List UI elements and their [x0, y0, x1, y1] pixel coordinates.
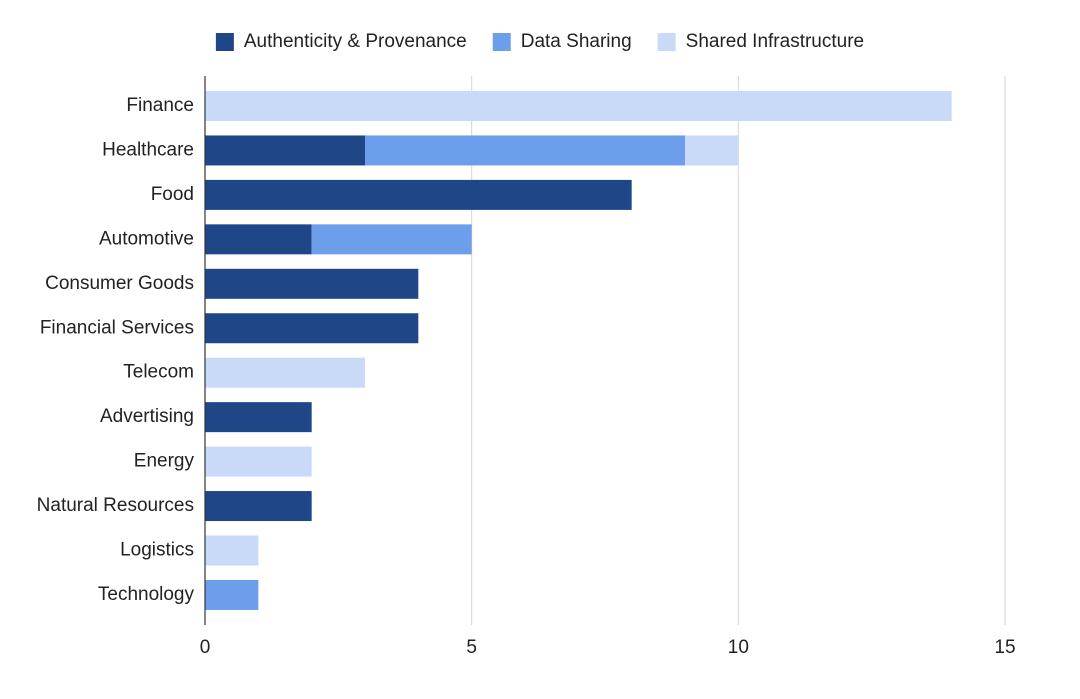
gridlines — [471, 76, 1006, 625]
bar-consumer-goods-authenticity-provenance — [205, 268, 419, 299]
category-label-natural-resources: Natural Resources — [37, 495, 194, 516]
bar-logistics-shared-infrastructure — [205, 535, 259, 566]
bar-finance-shared-infrastructure — [205, 91, 952, 121]
bar-healthcare-authenticity-provenance — [205, 135, 365, 166]
tick-label-0: 0 — [200, 637, 211, 658]
category-label-consumer-goods: Consumer Goods — [45, 273, 194, 294]
legend: Authenticity & Provenance Data Sharing Sha… — [215, 31, 864, 52]
bar-automotive-authenticity-provenance — [205, 224, 312, 255]
legend-label-data-sharing: Data Sharing — [521, 31, 632, 52]
tick-labels: 0 5 10 15 — [200, 637, 1016, 658]
bar-technology-data-sharing — [205, 579, 259, 610]
legend-label-authenticity-provenance: Authenticity & Provenance — [244, 31, 467, 52]
legend-swatch-authenticity-provenance — [215, 33, 234, 51]
bar-telecom-shared-infrastructure — [205, 357, 365, 388]
bar-food-authenticity-provenance — [205, 179, 632, 210]
category-label-technology: Technology — [98, 584, 195, 605]
bar-healthcare-data-sharing — [365, 135, 685, 166]
bar-energy-shared-infrastructure — [205, 446, 312, 477]
tick-label-10: 10 — [728, 637, 749, 658]
legend-item-authenticity-provenance: Authenticity & Provenance — [215, 31, 467, 52]
category-label-logistics: Logistics — [120, 540, 194, 561]
category-labels: Finance Healthcare Food Automotive Consumer … — [37, 95, 195, 605]
category-label-energy: Energy — [134, 451, 195, 472]
category-label-financial-services: Financial Services — [40, 317, 194, 338]
bar-automotive-data-sharing — [311, 224, 472, 255]
category-label-food: Food — [151, 184, 194, 205]
bars — [205, 91, 952, 610]
category-label-advertising: Advertising — [100, 406, 194, 427]
legend-swatch-data-sharing — [492, 33, 511, 51]
category-label-healthcare: Healthcare — [102, 139, 194, 160]
category-label-telecom: Telecom — [123, 362, 194, 383]
bar-financial-services-authenticity-provenance — [205, 313, 419, 344]
legend-swatch-shared-infrastructure — [657, 33, 676, 51]
tick-label-5: 5 — [466, 637, 477, 658]
legend-item-shared-infrastructure: Shared Infrastructure — [657, 31, 864, 52]
bar-healthcare-shared-infrastructure — [685, 135, 739, 166]
bar-advertising-authenticity-provenance — [205, 402, 312, 433]
legend-label-shared-infrastructure: Shared Infrastructure — [686, 31, 864, 52]
category-label-automotive: Automotive — [99, 228, 194, 249]
bar-natural-resources-authenticity-provenance — [205, 491, 312, 522]
legend-item-data-sharing: Data Sharing — [492, 31, 632, 52]
tick-label-15: 15 — [994, 637, 1015, 658]
category-label-finance: Finance — [126, 95, 194, 116]
